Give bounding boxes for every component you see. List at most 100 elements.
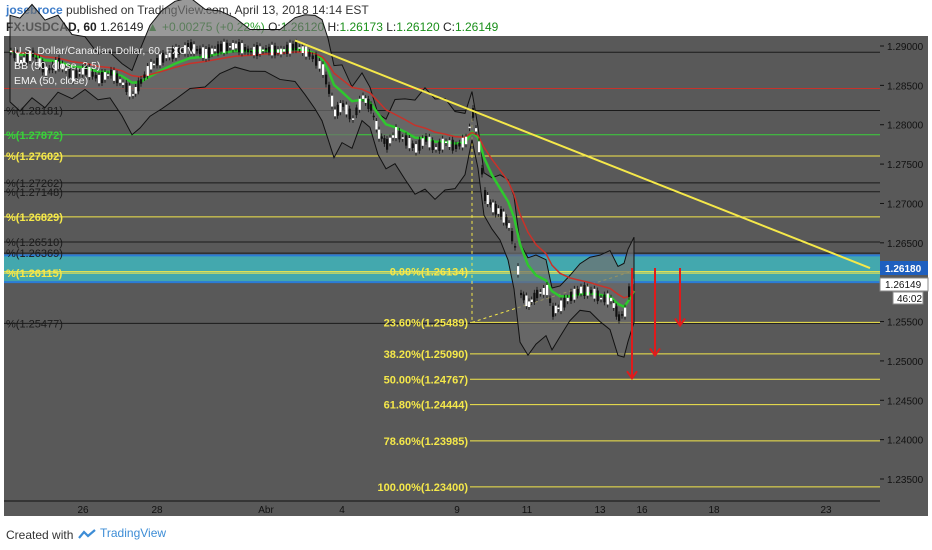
candle-body (150, 61, 153, 70)
candle-body (250, 50, 253, 53)
level-label: %(1.26510) (6, 237, 63, 249)
candle-body (586, 286, 589, 296)
candle-body (615, 306, 618, 317)
price-chart[interactable]: %(1.28181) %(1.27872) %(1.27602) %(1.27262)… (0, 0, 932, 520)
candle-body (438, 141, 441, 151)
candle-body (286, 44, 289, 54)
candle-body (576, 288, 579, 296)
candle-body (542, 287, 545, 295)
candle-body (262, 49, 265, 52)
candle-body (580, 286, 583, 294)
y-tick-label: 1.25500 (887, 318, 924, 329)
candle-body (345, 104, 348, 115)
candle-body (256, 45, 259, 57)
candle-body (220, 43, 223, 52)
candle-body (472, 108, 475, 118)
candle-body (411, 143, 414, 148)
candle-body (481, 167, 484, 175)
low-value: 1.26120 (396, 20, 440, 34)
candle-body (362, 95, 365, 99)
candle-body (514, 246, 517, 248)
fib-label: 50.00%(1.24767) (384, 374, 469, 386)
candle-body (171, 48, 174, 59)
candle-body (549, 298, 552, 303)
y-tick-label: 1.26500 (887, 239, 924, 250)
candle-body (51, 64, 54, 71)
y-tick-label: 1.28500 (887, 81, 924, 92)
fib-label: 78.60%(1.23985) (384, 436, 469, 448)
candle-body (494, 203, 497, 215)
candle-body (563, 297, 566, 308)
candle-body (48, 68, 51, 71)
candle-body (91, 72, 94, 77)
candle-body (214, 48, 217, 52)
level-label: %(1.28181) (6, 105, 63, 117)
candle-body (226, 42, 229, 52)
candle-body (358, 98, 361, 110)
candle-body (162, 52, 165, 63)
candle-body (405, 135, 408, 146)
candle-body (367, 98, 370, 110)
candle-body (134, 87, 137, 94)
candle-body (378, 129, 381, 139)
candle-body (241, 43, 244, 54)
candle-body (428, 136, 431, 148)
candle-body (107, 74, 110, 76)
high-label: H: (327, 20, 340, 34)
candle-body (435, 147, 438, 150)
candle-body (178, 48, 181, 55)
candle-body (271, 44, 274, 56)
candle-body (193, 44, 196, 54)
bollinger-basis-line (9, 49, 635, 299)
candle-body (277, 49, 280, 53)
countdown-label: 46:02 (897, 294, 922, 305)
candle-body (190, 42, 193, 54)
candle-body (451, 139, 454, 151)
candle-body (418, 139, 421, 151)
candle-body (104, 72, 107, 80)
candle-body (58, 58, 61, 69)
candle-body (143, 74, 146, 78)
candle-body (45, 66, 48, 76)
candle-body (610, 297, 613, 302)
candle-body (94, 74, 97, 79)
target-arrow-head (649, 347, 661, 358)
candle-body (196, 48, 199, 52)
candle-body (113, 70, 116, 81)
price-axis[interactable] (880, 36, 928, 516)
candle-body (392, 135, 395, 138)
candle-body (596, 290, 599, 302)
price-tag-box (879, 277, 929, 292)
legend-title: U.S. Dollar/Canadian Dollar, 60, FXCM (14, 45, 196, 57)
x-tick-label: 23 (820, 505, 832, 516)
candle-body (156, 57, 159, 66)
candle-body (355, 107, 358, 116)
candle-body (517, 266, 520, 275)
x-tick-label: 11 (522, 505, 533, 516)
candle-body (61, 63, 64, 70)
candle-body (315, 54, 318, 66)
candle-body (583, 285, 586, 297)
close-label: C: (442, 20, 455, 34)
candle-body (364, 98, 367, 103)
y-tick-label: 1.23500 (887, 475, 924, 486)
candle-body (280, 48, 283, 55)
candle-body (128, 85, 131, 97)
candle-body (415, 144, 418, 153)
candle-body (175, 46, 178, 58)
target-arrow-head (674, 317, 686, 328)
candle-body (465, 136, 468, 145)
current-price-label: 1.26180 (885, 264, 922, 275)
candle-body (298, 47, 301, 49)
candle-body (295, 41, 298, 51)
x-tick-label: 18 (708, 505, 720, 516)
candle-body (342, 103, 345, 107)
candle-body (606, 293, 609, 305)
candle-body (398, 131, 401, 140)
candle-body (603, 294, 606, 303)
candle-body (54, 59, 57, 71)
candle-body (395, 127, 398, 139)
tradingview-brand[interactable]: TradingView (78, 526, 166, 540)
candle-body (334, 109, 337, 117)
candle-body (352, 118, 355, 120)
